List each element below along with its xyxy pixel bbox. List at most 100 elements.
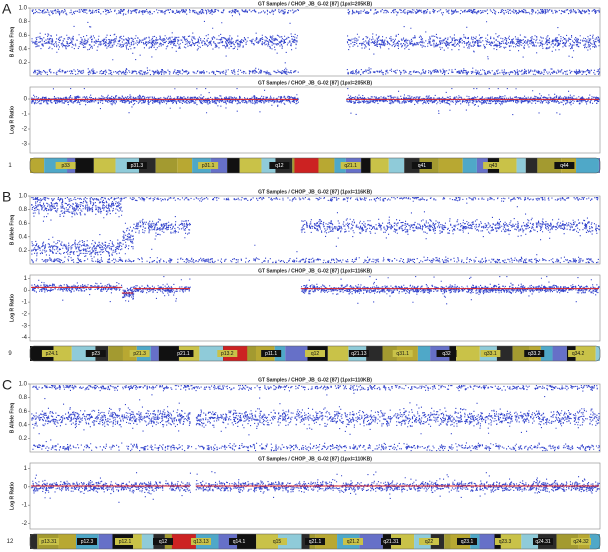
ideogram-band (496, 346, 513, 361)
y-tick-label: 0 (24, 484, 28, 490)
band-label: q21.1 (309, 539, 322, 545)
plot-title: GT Samples / CHOP_JB_G-02 [87] (1pxl=110… (258, 377, 372, 383)
band-label: p33 (61, 163, 70, 169)
band-label: q12 (275, 163, 284, 169)
ideogram-band (476, 158, 488, 173)
centromere (294, 158, 319, 173)
band-label-bg (115, 538, 135, 545)
band-label-bg (173, 350, 194, 357)
ideogram-band (521, 534, 539, 549)
y-tick-label: 0.6 (19, 409, 28, 415)
band-label-bg (261, 350, 282, 357)
ideogram-band (516, 158, 526, 173)
y-tick-label: -3 (22, 323, 28, 329)
ideogram-band (30, 534, 38, 549)
y-tick-label: -2 (22, 521, 28, 527)
band-label: q31.1 (396, 351, 409, 357)
y-tick-label: 1.0 (19, 382, 28, 388)
band-label-bg (77, 538, 97, 545)
ideogram-band (158, 346, 179, 361)
y-tick-label: 0.2 (19, 60, 28, 66)
ideogram-band (199, 346, 224, 361)
plot-frame (29, 462, 601, 530)
y-tick-label: 0.4 (19, 422, 28, 428)
ideogram-band (370, 158, 389, 173)
y-axis-label: B Allele Freq (9, 215, 15, 245)
ideogram-band (359, 534, 383, 549)
band-label-bg (340, 162, 361, 169)
band-label: q23.1 (461, 539, 474, 545)
ideogram-band (598, 158, 600, 173)
band-label-bg (419, 538, 439, 545)
band-label-bg (480, 350, 501, 357)
band-label-bg (495, 538, 515, 545)
band-label-bg (85, 350, 106, 357)
ideogram-band (71, 346, 96, 361)
y-tick-label: 0.6 (19, 221, 28, 227)
ideogram-band (366, 346, 383, 361)
y-axis-label: Log R Ratio (9, 482, 15, 510)
plot-title: GT Samples / CHOP_JB_G-02 [87] (1pxl=116… (258, 268, 372, 274)
panel-label: A (2, 1, 12, 17)
ideogram-outline (29, 157, 601, 174)
ideogram-band (133, 534, 142, 549)
band-label-bg (524, 350, 545, 357)
ideogram-band (53, 346, 72, 361)
band-label: q13.13 (193, 539, 209, 545)
band-label-bg (457, 538, 477, 545)
band-label: q24.32 (573, 539, 589, 545)
ideogram-band (499, 158, 517, 173)
ideogram-band (462, 158, 477, 173)
ideogram-band (108, 346, 123, 361)
y-axis-label: B Allele Freq (9, 27, 15, 57)
point-cloud (31, 276, 600, 305)
chromosome-number: 12 (7, 539, 14, 545)
ideogram-band (361, 158, 371, 173)
ideogram-outline (29, 533, 601, 550)
y-axis-label: Log R Ratio (9, 106, 15, 134)
y-tick-label: -3 (22, 142, 28, 148)
plot-frame (29, 7, 601, 77)
chromosome-number: 1 (8, 163, 12, 169)
band-label: q12 (311, 351, 320, 357)
panel-label: B (2, 189, 11, 205)
band-label-bg (554, 162, 575, 169)
band-label: q43 (489, 163, 498, 169)
band-label-bg (381, 538, 401, 545)
y-tick-label: -1 (22, 300, 28, 306)
y-tick-label: 0.6 (19, 33, 28, 39)
centromere (171, 534, 196, 549)
ideogram-band (327, 346, 349, 361)
ideogram-band (177, 158, 193, 173)
ideogram-band (239, 158, 262, 173)
band-label: q23.3 (499, 539, 512, 545)
y-axis-label: Log R Ratio (9, 294, 15, 322)
band-label: q14.1 (233, 539, 246, 545)
band-label: p11.1 (265, 351, 277, 357)
ideogram-band (479, 534, 495, 549)
plot-frame (29, 195, 601, 265)
ideogram-band (44, 158, 68, 173)
band-label-bg (198, 162, 219, 169)
band-label: q21.31 (383, 539, 399, 545)
band-label: q22 (425, 539, 434, 545)
band-label: q21.13 (351, 351, 367, 357)
y-tick-label: 1.0 (19, 194, 28, 200)
band-label-bg (533, 538, 553, 545)
band-label-bg (41, 350, 62, 357)
ideogram-band (278, 534, 302, 549)
ideogram-band (438, 158, 463, 173)
ideogram-band (589, 534, 600, 549)
band-label: q12 (159, 539, 168, 545)
y-tick-label: 0.2 (19, 436, 28, 442)
band-label-bg (483, 162, 504, 169)
y-tick-label: -1 (22, 503, 28, 509)
ideogram-band (391, 534, 415, 549)
ideogram-band (382, 346, 397, 361)
ideogram-band (552, 346, 567, 361)
plot-frame (29, 274, 601, 342)
band-label-bg (568, 350, 589, 357)
ideogram-band (138, 158, 156, 173)
band-label: q15 (273, 539, 282, 545)
